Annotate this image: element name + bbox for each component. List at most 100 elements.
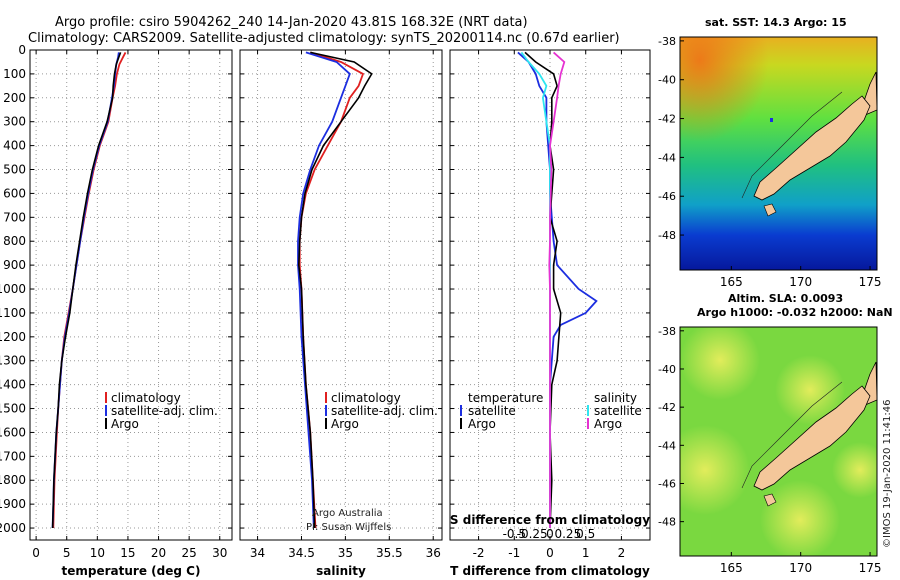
series-line-satellite-adj-clim- xyxy=(297,51,351,529)
panel-frame xyxy=(239,49,443,541)
series-line-t-satellite xyxy=(517,51,598,528)
sla-map-frame xyxy=(679,326,878,557)
map-x-tick-label: 165 xyxy=(720,561,743,575)
sla-map-title-line1: Altim. SLA: 0.0093 xyxy=(728,292,843,305)
depth-tick-label: 0 xyxy=(18,43,26,57)
x-tick-label: 0 xyxy=(546,546,554,560)
sst-map-ticks: 165 170 175 -38 -40 -42 -44 -46 -48 xyxy=(658,35,881,289)
figure-title-line1: Argo profile: csiro 5904262_240 14-Jan-2… xyxy=(55,15,528,30)
series-line-t-argo xyxy=(524,51,562,529)
map-y-tick-label: -42 xyxy=(658,113,676,126)
x-tick-label: 35.5 xyxy=(376,546,403,560)
map-y-tick-label: -38 xyxy=(658,325,676,338)
map-y-tick-label: -48 xyxy=(658,229,676,242)
legend-label: satellite-adj. clim. xyxy=(331,404,438,418)
profile-panels: 0100200300400500600700800900100011001200… xyxy=(0,43,651,578)
x-tick-label: 1 xyxy=(582,546,590,560)
x-tick-label: 35 xyxy=(338,546,353,560)
map-x-tick-label: 165 xyxy=(720,275,743,289)
map-y-tick-label: -44 xyxy=(658,151,676,164)
legend-label: climatology xyxy=(111,391,181,405)
figure-title-line2: Climatology: CARS2009. Satellite-adjuste… xyxy=(28,31,620,46)
map-y-tick-label: -48 xyxy=(658,516,676,529)
sst-map: sat. SST: 14.3 Argo: 15 165 170 175 -38 -40 -… xyxy=(658,16,881,289)
map-y-tick-label: -42 xyxy=(658,401,676,414)
depth-tick-label: 1500 xyxy=(0,402,26,416)
x-tick-label: 10 xyxy=(90,546,105,560)
depth-tick-label: 800 xyxy=(3,234,26,248)
sla-shelf-contour xyxy=(741,381,843,489)
map-x-tick-label: 175 xyxy=(859,561,882,575)
map-y-tick-label: -46 xyxy=(658,477,676,490)
sla-map-ticks: 165 170 175 -38 -40 -42 -44 -46 -48 xyxy=(658,325,881,575)
depth-tick-label: 100 xyxy=(3,67,26,81)
sst-stewart-island-land xyxy=(763,203,777,217)
legend-label: climatology xyxy=(331,391,401,405)
depth-tick-label: 600 xyxy=(3,186,26,200)
s-tick-label: 0.5 xyxy=(576,527,595,541)
depth-tick-label: 1300 xyxy=(0,354,26,368)
x-axis-label: T difference from climatology xyxy=(450,564,650,578)
depth-tick-label: 200 xyxy=(3,91,26,105)
depth-tick-label: 300 xyxy=(3,115,26,129)
x-tick-label: -1 xyxy=(508,546,520,560)
panel-temperature: 0100200300400500600700800900100011001200… xyxy=(0,43,233,578)
sla-stewart-island-land xyxy=(763,493,777,507)
s-tick-label: 0 xyxy=(546,527,554,541)
depth-tick-label: 500 xyxy=(3,163,26,177)
map-x-tick-label: 170 xyxy=(789,561,812,575)
sst-map-frame xyxy=(679,36,878,271)
map-x-tick-label: 175 xyxy=(859,275,882,289)
sst-map-title: sat. SST: 14.3 Argo: 15 xyxy=(705,16,847,29)
sla-high-blob xyxy=(680,327,760,400)
series-line-argo xyxy=(51,52,122,529)
depth-tick-label: 700 xyxy=(3,210,26,224)
x-tick-label: 5 xyxy=(63,546,71,560)
sla-map-title-line2: Argo h1000: -0.032 h2000: NaN xyxy=(697,306,893,319)
map-y-tick-label: -38 xyxy=(658,35,676,48)
depth-tick-label: 1600 xyxy=(0,425,26,439)
depth-tick-label: 1100 xyxy=(0,306,26,320)
legend-label: Argo xyxy=(468,417,496,431)
x-tick-label: 36 xyxy=(426,546,441,560)
x-tick-label: 0 xyxy=(32,546,40,560)
map-y-tick-label: -40 xyxy=(658,363,676,376)
x-axis-label: salinity xyxy=(316,564,366,578)
panel-frame xyxy=(449,49,651,541)
x-tick-label: 34 xyxy=(250,546,265,560)
s-axis-label: S difference from climatology xyxy=(450,513,650,527)
legend-title-salinity: salinity xyxy=(594,391,637,405)
legend-label: satellite-adj. clim. xyxy=(111,404,218,418)
depth-tick-label: 1000 xyxy=(0,282,26,296)
legend-label: satellite xyxy=(594,404,642,418)
sla-high-blob xyxy=(760,480,840,556)
panel-frame xyxy=(29,49,233,541)
depth-tick-label: 1400 xyxy=(0,378,26,392)
depth-tick-label: 1800 xyxy=(0,473,26,487)
credit-line2: PI: Susan Wijffels xyxy=(306,522,391,533)
sla-high-blob xyxy=(775,355,845,425)
series-line-s-argo xyxy=(548,51,566,528)
legend-title-temperature: temperature xyxy=(468,391,543,405)
depth-tick-label: 1200 xyxy=(0,330,26,344)
depth-tick-label: 900 xyxy=(3,258,26,272)
x-tick-label: 25 xyxy=(182,546,197,560)
sst-shelf-contour xyxy=(741,91,843,199)
depth-tick-label: 2000 xyxy=(0,521,26,535)
sst-warm-patch xyxy=(680,37,877,270)
map-y-tick-label: -46 xyxy=(658,190,676,203)
x-tick-label: 34.5 xyxy=(288,546,315,560)
x-tick-label: 15 xyxy=(120,546,135,560)
map-y-tick-label: -40 xyxy=(658,74,676,87)
s-tick-label: 0.25 xyxy=(554,527,581,541)
x-tick-label: 2 xyxy=(618,546,626,560)
map-x-tick-label: 170 xyxy=(789,275,812,289)
legend-label: Argo xyxy=(111,417,139,431)
sst-south-island-land xyxy=(753,95,871,201)
series-line-argo xyxy=(297,51,373,529)
depth-tick-label: 1700 xyxy=(0,449,26,463)
s-tick-label: -0.5 xyxy=(503,527,526,541)
sla-map: Altim. SLA: 0.0093 Argo h1000: -0.032 h2… xyxy=(658,292,893,575)
credit-line1: Argo Australia xyxy=(312,508,383,519)
